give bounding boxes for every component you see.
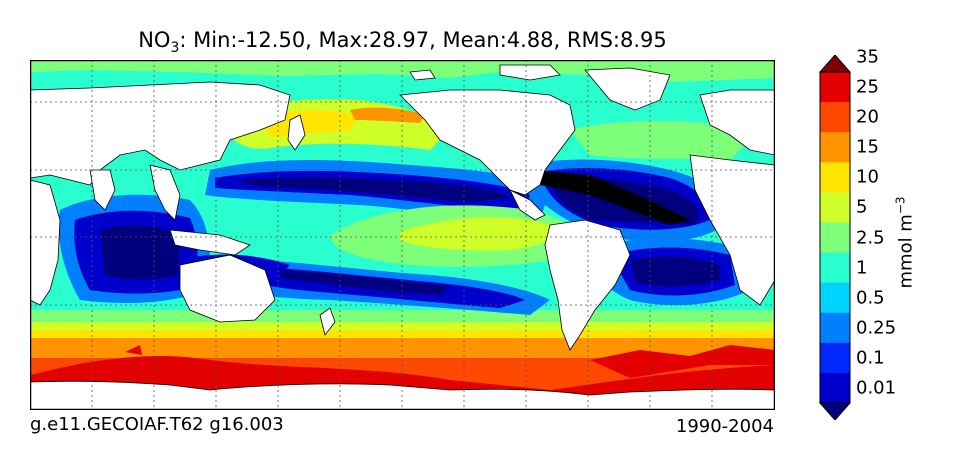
colorbar-labels: 0.01 0.1 0.25 0.5 1 2.5 5 10 15 20 25 35 (856, 46, 916, 420)
colorbar-tick-label: 0.25 (856, 317, 897, 339)
run-name-caption: g.e11.GECOIAF.T62 g16.003 (30, 414, 284, 435)
nitrate-map (30, 60, 775, 410)
colorbar-tick-label: 0.01 (856, 377, 897, 399)
colorbar-swatch (820, 72, 850, 103)
colorbar (818, 55, 852, 420)
colorbar-tick-label: 2.5 (856, 227, 885, 248)
colorbar-swatch (820, 252, 850, 284)
colorbar-swatch (820, 162, 850, 193)
chart-title: NO3: Min:-12.50, Max:28.97, Mean:4.88, R… (138, 28, 667, 57)
colorbar-tick-label: 5 (856, 196, 868, 218)
colorbar-swatch (820, 132, 850, 163)
colorbar-tick-label: 25 (856, 76, 879, 98)
colorbar-swatch (820, 102, 850, 133)
colorbar-units-label: mmol m−3 (893, 196, 917, 289)
colorbar-tick-label: 1 (856, 257, 868, 279)
colorbar-tick-label: 10 (856, 166, 879, 188)
colorbar-tick-label: 0.1 (856, 347, 885, 369)
colorbar-tick-label: 35 (856, 46, 879, 68)
colorbar-tick-label: 0.5 (856, 287, 885, 309)
colorbar-swatch (820, 222, 850, 254)
colorbar-swatch (820, 192, 850, 223)
colorbar-extend-max (818, 55, 852, 73)
colorbar-swatch (820, 282, 850, 314)
colorbar-extend-min (818, 402, 852, 420)
colorbar-tick-label: 15 (856, 136, 879, 158)
colorbar-swatch (820, 312, 850, 344)
period-caption: 1990-2004 (675, 416, 774, 437)
colorbar-swatch (820, 372, 850, 404)
colorbar-tick-label: 20 (856, 106, 879, 128)
colorbar-swatch (820, 342, 850, 374)
